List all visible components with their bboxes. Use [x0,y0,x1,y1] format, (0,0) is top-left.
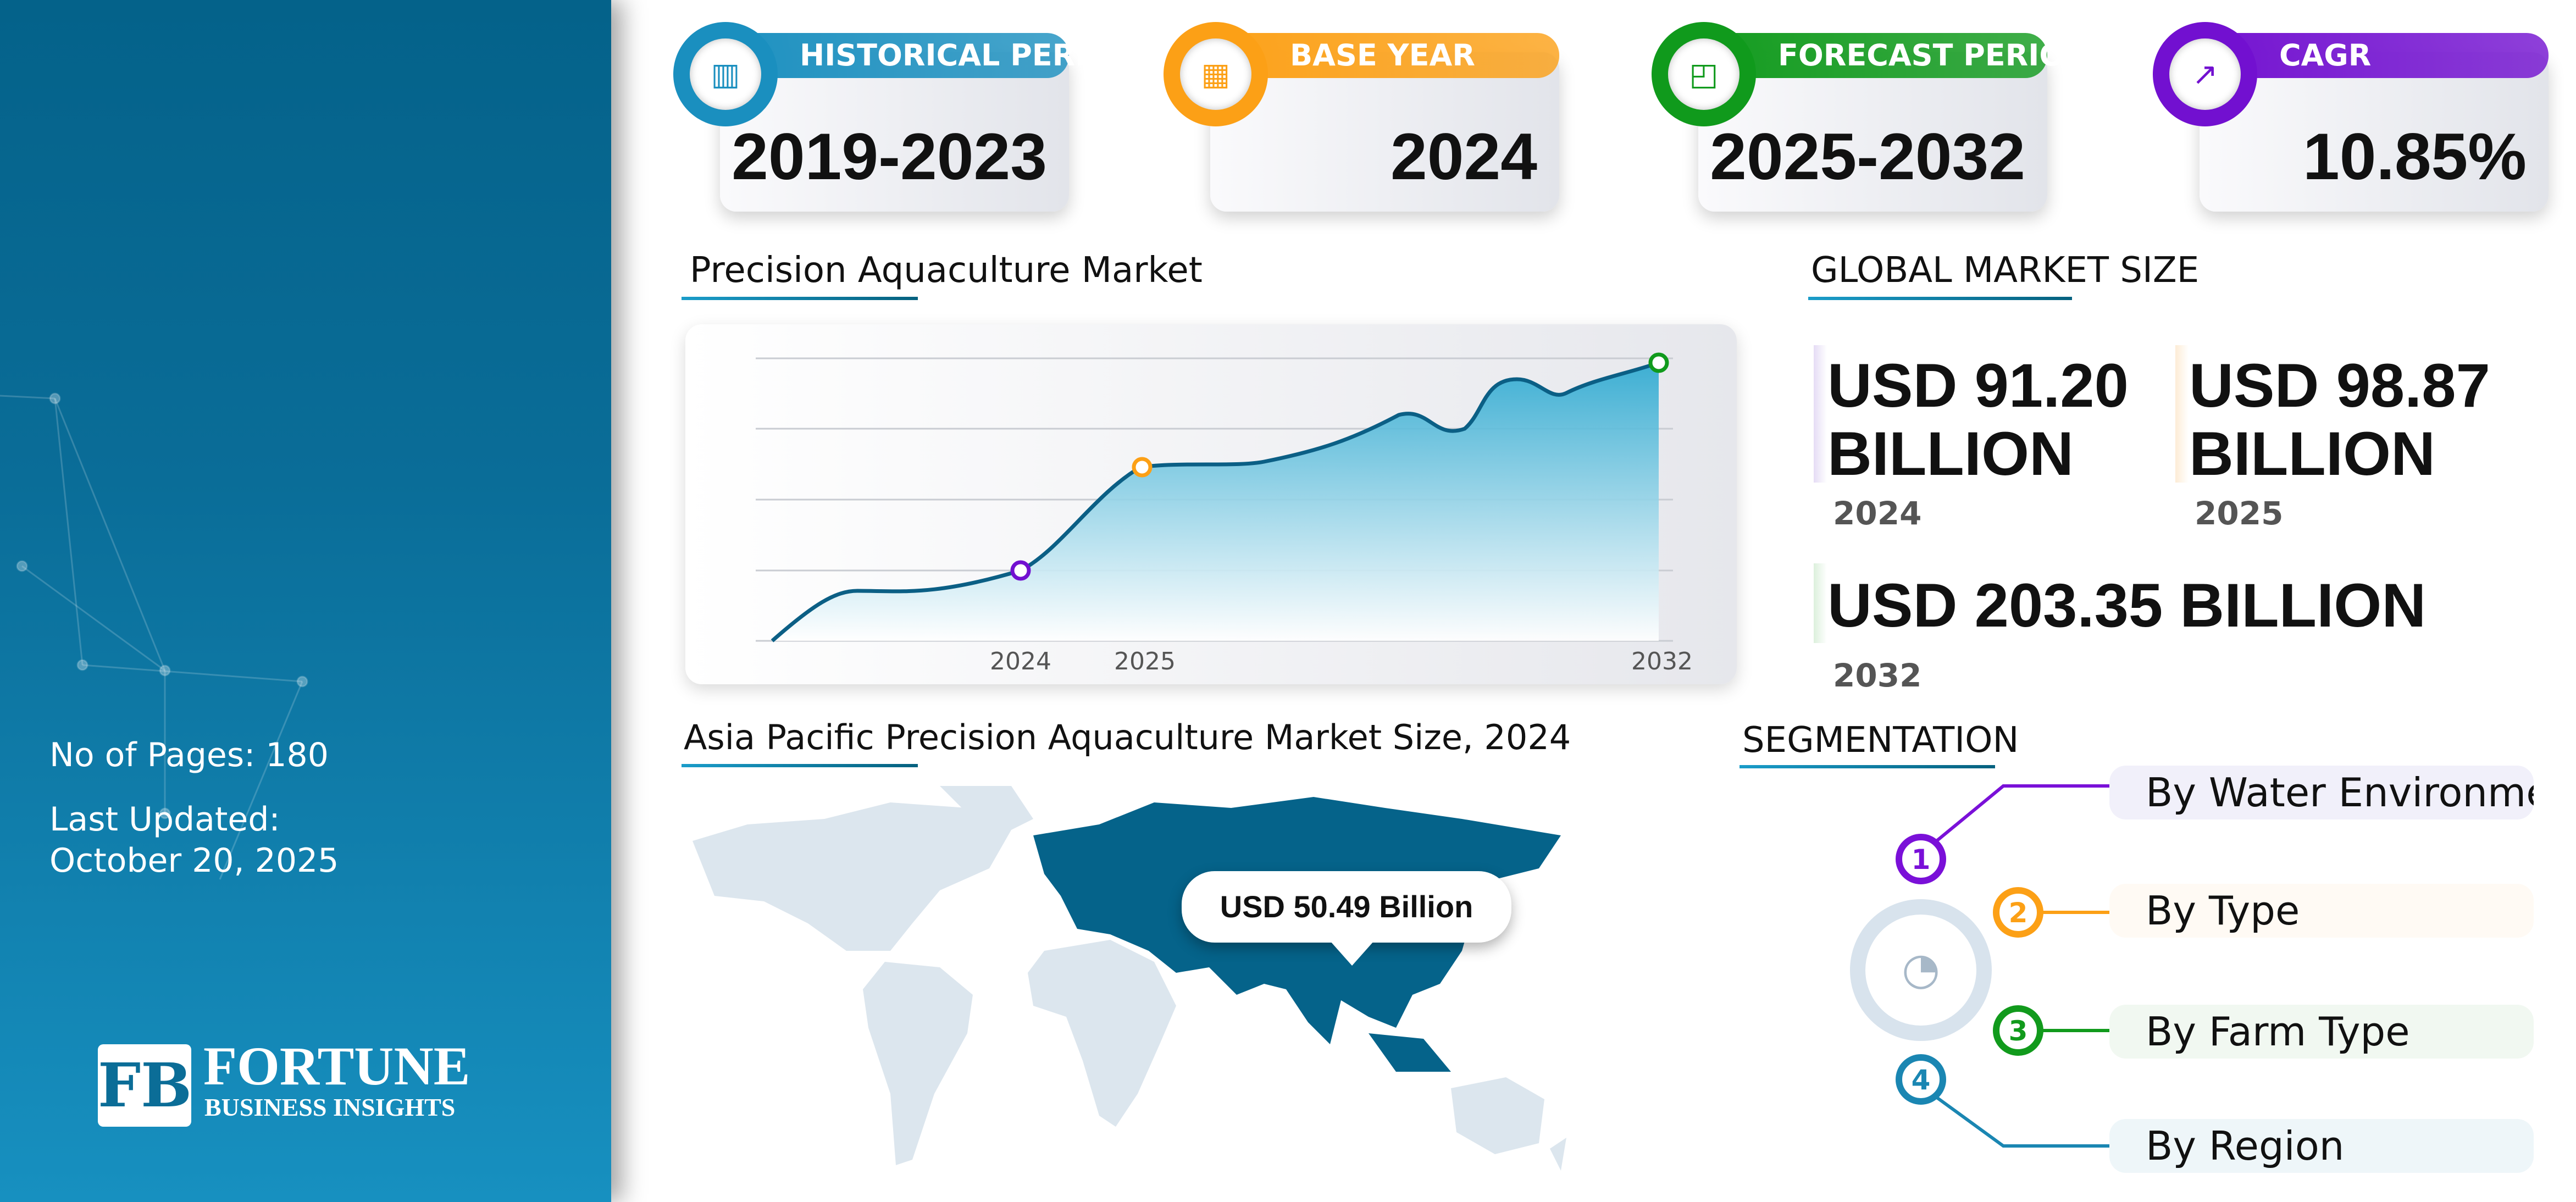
last-updated-label: Last Updated: [49,800,280,839]
market-chart: 2024 2025 2032 [756,352,1693,675]
segment-item[interactable]: By Farm Type [2109,1005,2534,1059]
logo-text: FORTUNE [203,1035,470,1096]
segment-analysis-icon: ◔ [1902,943,1940,994]
segment-item[interactable]: By Type [2109,884,2534,938]
chart-title: Precision Aquaculture Market [690,250,1203,291]
forecast-chart-icon: ◰ [1668,38,1740,110]
market-value-2032: USD 203.35 BILLION [1827,571,2427,640]
x-tick-label: 2032 [1631,647,1693,675]
market-size-underline [1808,297,2072,300]
segment-number-badge [1993,1005,2043,1056]
last-updated-date: October 20, 2025 [49,841,339,880]
logo-subtext: BUSINESS INSIGHTS [204,1093,456,1121]
calendar-icon: ▦ [1180,38,1251,110]
series-line [771,361,1660,642]
marker-2032 [1648,352,1669,373]
value-accent [1814,345,1827,483]
segment-number: 3 [2009,1015,2028,1047]
growth-chart-icon: ↗ [2169,38,2241,110]
segment-number: 4 [1912,1064,1931,1096]
segment-item[interactable]: By Water Environment [2109,766,2534,819]
x-tick-label: 2025 [1114,647,1176,675]
card-0: 2019-2023 [720,52,1069,212]
card-icon-ring: ▥ [673,22,778,126]
segment-number: 1 [1912,844,1931,876]
card-1: 2024 [1210,52,1559,212]
continents [693,786,1566,1171]
world-map [693,786,1566,1171]
map-title: Asia Pacific Precision Aquaculture Marke… [684,717,1571,757]
card-value: 10.85% [2303,120,2527,193]
segment-hub [1850,899,1992,1041]
market-value-2024: USD 91.20 BILLION [1827,351,2129,488]
area-fill [772,363,1659,641]
marker-2024 [1010,560,1031,581]
card-2: 2025-2032 [1698,52,2047,212]
card-value: 2025-2032 [1710,120,2025,193]
segment-number-badge [1896,1054,1946,1105]
market-size-title: GLOBAL MARKET SIZE [1811,250,2200,291]
market-value-2025: USD 98.87 BILLION [2189,351,2490,488]
segment-connector [1934,784,2109,844]
value-accent [2175,345,2189,483]
value-accent [1814,563,1827,643]
map-title-underline [682,764,918,767]
segment-connector [1934,1094,2109,1148]
card-value: 2024 [1391,120,1537,193]
market-year: 2032 [1833,657,1922,694]
card-3: 10.85% [2200,52,2549,212]
market-year: 2024 [1833,495,1922,532]
bar-chart-icon: ▥ [690,38,761,110]
card-value: 2019-2023 [732,120,1047,193]
left-panel: No of Pages: 180 Last Updated: October 2… [0,0,611,1202]
segment-number-badge [1993,887,2043,938]
network-decoration [0,392,308,880]
card-icon-ring: ▦ [1164,22,1268,126]
x-tick-label: 2024 [990,647,1051,675]
segment-number: 2 [2009,897,2028,929]
segment-item[interactable]: By Region [2109,1119,2534,1173]
map-callout: USD 50.49 Billion [1182,871,1511,943]
southeast-asia-islands [1369,1033,1451,1072]
segmentation-title: SEGMENTATION [1742,720,2019,761]
callout-pointer [1330,941,1374,966]
market-year: 2025 [2195,495,2284,532]
card-icon-ring: ↗ [2153,22,2257,126]
chart-title-underline [682,297,918,300]
segmentation-underline [1740,765,1995,768]
pages-count: No of Pages: 180 [49,736,329,774]
segment-number-badge [1896,834,1946,884]
logo-mark: FB [98,1044,192,1127]
card-icon-ring: ◰ [1652,22,1756,126]
marker-2025 [1132,457,1153,478]
